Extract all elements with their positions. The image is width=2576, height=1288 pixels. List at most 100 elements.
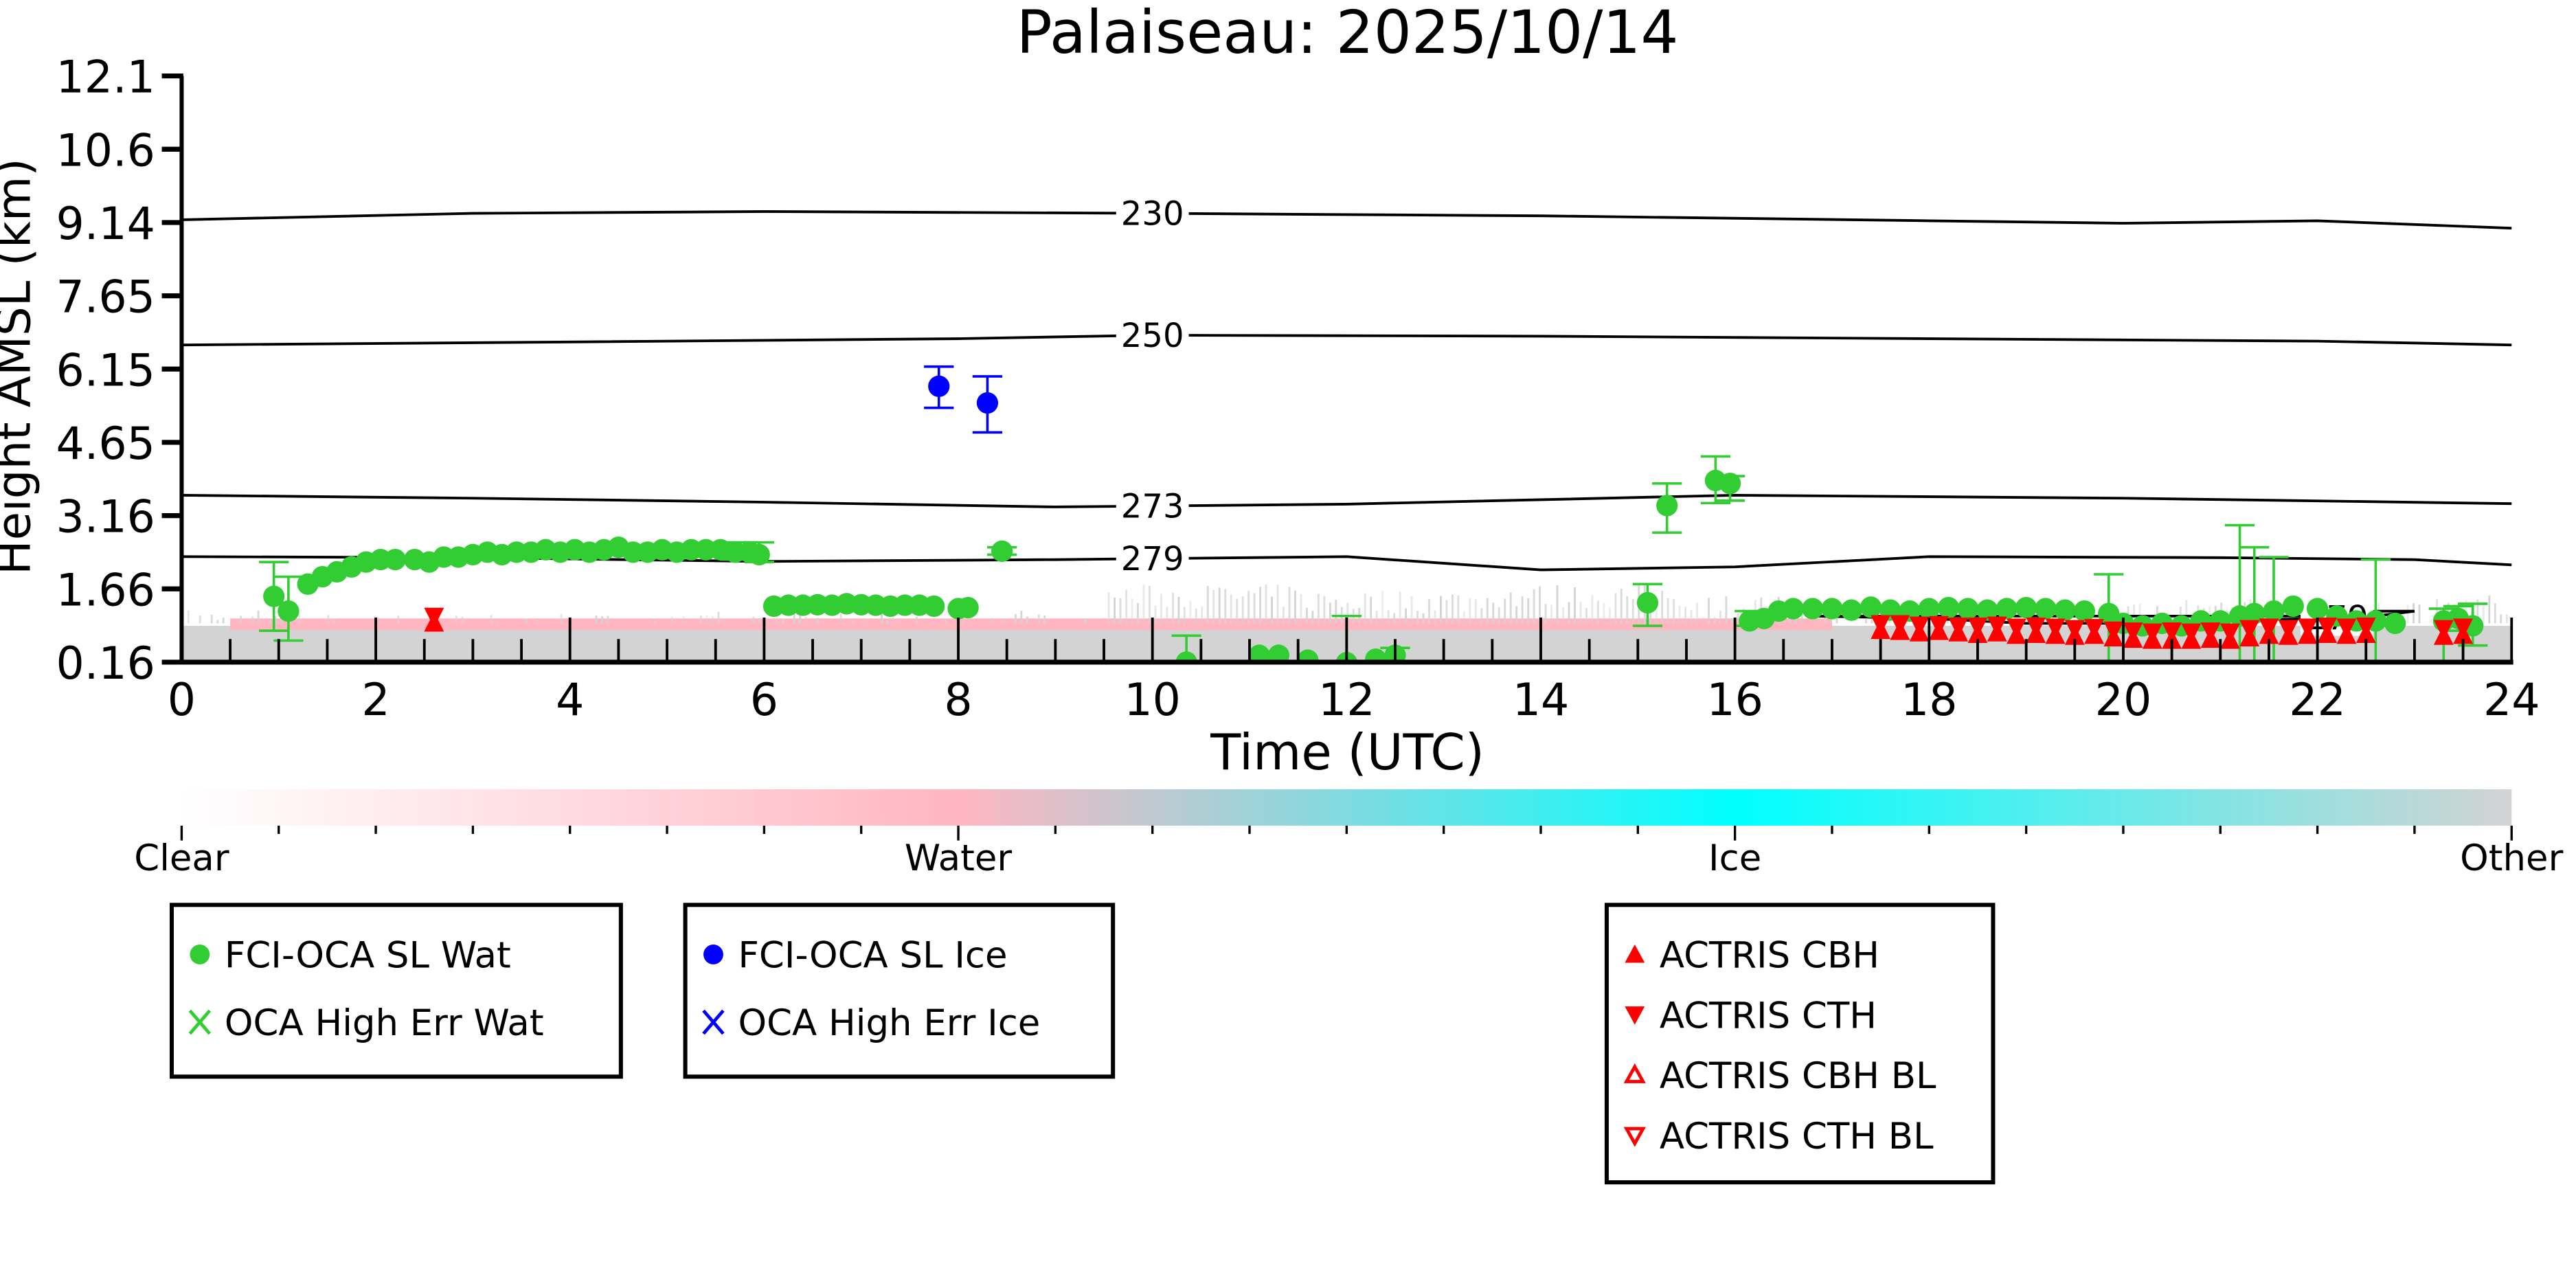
other-class-column: [1906, 620, 1908, 624]
other-class-column: [1218, 587, 1221, 624]
other-class-column: [880, 611, 883, 624]
isotherm-label: 230: [1121, 195, 1184, 234]
other-class-column: [1626, 596, 1629, 624]
legend-frame: [683, 903, 1116, 1079]
actris-cth-point: [2355, 618, 2376, 637]
other-class-column: [1043, 615, 1046, 624]
other-class-column: [327, 615, 330, 624]
other-class-column: [968, 617, 971, 624]
other-class-column: [1574, 587, 1576, 624]
other-class-column: [269, 620, 271, 624]
other-class-column: [1405, 608, 1408, 624]
other-class-column: [2476, 599, 2479, 624]
y-tick-label: 10.6: [56, 125, 155, 177]
fci-oca-sl-wat-point: [263, 585, 285, 607]
other-class-column: [1142, 585, 1145, 624]
y-tick-label: 0.16: [56, 638, 155, 690]
other-class-column: [2505, 614, 2508, 624]
fci-oca-sl-wat-point: [1248, 644, 1270, 662]
other-class-column: [2138, 604, 2141, 624]
other-class-column: [461, 617, 464, 624]
other-class-column: [1422, 613, 1425, 624]
other-class-column: [2413, 602, 2415, 624]
other-class-column: [723, 619, 725, 624]
other-class-column: [1183, 607, 1186, 624]
other-class-column: [1888, 619, 1890, 624]
other-class-column: [2436, 599, 2438, 624]
other-class-column: [1399, 591, 1401, 624]
other-class-column: [1283, 607, 1285, 624]
other-class-column: [1562, 607, 1564, 624]
fci-oca-sl-wat-point: [923, 595, 945, 618]
other-class-column: [1020, 611, 1023, 624]
water-class-band: [230, 618, 1832, 631]
other-class-column: [1865, 619, 1867, 624]
other-class-column: [1492, 602, 1495, 624]
isotherm-label-bg: [1116, 317, 1189, 354]
other-class-column: [1509, 592, 1512, 624]
other-class-column: [892, 613, 894, 624]
other-class-column: [1387, 610, 1390, 624]
other-class-column: [1498, 607, 1500, 624]
other-class-column: [1550, 605, 1553, 624]
fci-oca-sl-wat-point: [278, 600, 300, 622]
x-tick-label: 14: [1513, 675, 1570, 726]
fci-oca-sl-wat-point: [2263, 600, 2285, 622]
fci-oca-sl-wat-point: [2073, 600, 2096, 622]
other-class-column: [1026, 616, 1028, 624]
other-class-column: [1201, 606, 1204, 624]
other-class-column: [1515, 606, 1518, 624]
fci-oca-sl-wat-point: [1802, 598, 1824, 620]
other-class-column: [863, 618, 866, 624]
other-class-column: [2185, 600, 2188, 624]
other-class-column: [1631, 599, 1634, 624]
other-class-column: [1230, 594, 1232, 624]
other-class-column: [1667, 598, 1669, 624]
other-class-column: [2494, 603, 2496, 624]
other-class-column: [1107, 591, 1110, 624]
colorbar-label-ice: Ice: [1708, 837, 1761, 879]
other-class-column: [898, 620, 901, 624]
fci-oca-sl-wat-point: [1860, 596, 1882, 618]
other-class-column: [1305, 607, 1308, 624]
other-class-column: [2133, 605, 2135, 624]
other-class-column: [758, 618, 760, 624]
legend-circle-icon: [190, 945, 210, 964]
other-class-column: [1195, 608, 1197, 624]
other-class-column: [1596, 600, 1599, 624]
x-tick-label: 16: [1706, 675, 1763, 726]
other-class-column: [1800, 609, 1803, 624]
other-class-column: [1253, 593, 1256, 624]
fci-oca-sl-wat-point: [384, 548, 406, 571]
other-class-column: [1696, 602, 1698, 624]
other-class-column: [210, 614, 213, 624]
other-class-column: [1486, 598, 1489, 624]
other-class-column: [1568, 602, 1570, 624]
other-class-column: [1527, 598, 1530, 624]
legend-label-actris-cth-bl: ACTRIS CTH BL: [1660, 1116, 1934, 1157]
other-class-column: [1708, 598, 1710, 624]
other-class-column: [1276, 585, 1279, 624]
other-class-column: [607, 615, 609, 624]
other-class-column: [705, 615, 708, 624]
x-tick-label: 12: [1318, 675, 1375, 726]
other-class-column: [1224, 589, 1227, 624]
y-tick-label: 6.15: [56, 345, 155, 396]
other-class-column: [1428, 599, 1430, 624]
other-class-column: [600, 616, 603, 624]
other-class-column: [1311, 611, 1314, 624]
other-class-column: [1690, 610, 1693, 624]
other-class-column: [1381, 591, 1384, 624]
legend-box: FCI-OCA SL Wat OCA High Err Wat: [169, 903, 623, 1079]
x-tick-label: 24: [2483, 675, 2540, 726]
other-class-column: [332, 620, 335, 624]
actris-cth-point: [2162, 622, 2182, 643]
other-class-column: [1451, 594, 1454, 624]
y-tick-label: 7.65: [56, 272, 155, 324]
actris-cth-point: [1987, 616, 2007, 637]
fci-oca-sl-wat-point: [2384, 612, 2406, 635]
other-class-column: [1719, 610, 1721, 624]
other-class-column: [1171, 592, 1174, 624]
other-class-column: [1713, 617, 1716, 624]
other-class-column: [945, 619, 947, 624]
